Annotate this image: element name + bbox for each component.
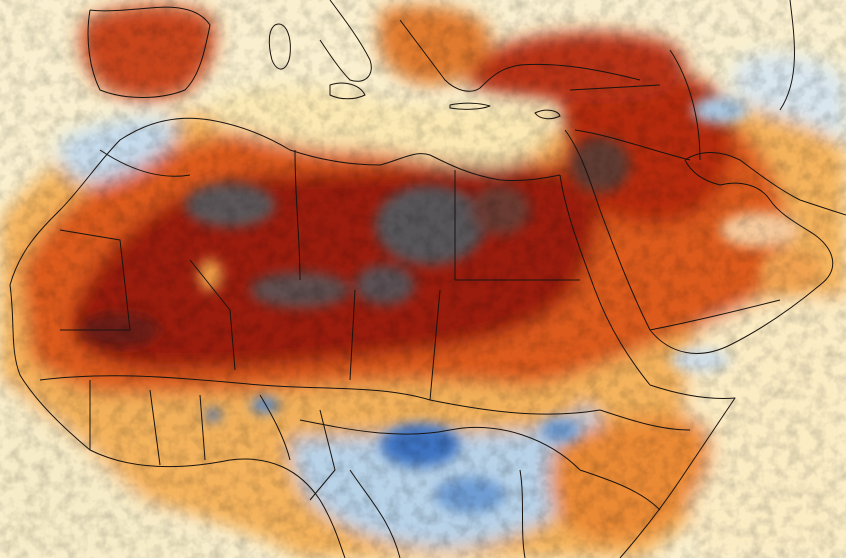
border-morocco <box>99 149 191 177</box>
border-iran-east <box>779 0 795 111</box>
border-west-africa-c <box>199 394 206 461</box>
coastline-crete <box>449 102 491 110</box>
borders <box>9 0 846 558</box>
border-algeria-libya <box>294 149 301 281</box>
coastline-italy <box>319 0 372 82</box>
border-saudi-yemen <box>649 299 781 331</box>
border-saudi-north <box>574 129 691 161</box>
border-ethiopia <box>599 409 691 431</box>
border-syria-turkey <box>569 84 661 91</box>
coastline-sicily <box>329 82 366 100</box>
coastline-persian-gulf <box>684 152 846 216</box>
border-drc-east <box>519 469 526 558</box>
border-sahel-south <box>39 375 601 415</box>
coastline-north-africa <box>9 117 561 286</box>
coastline-aegean <box>399 19 641 92</box>
border-mauritania <box>59 229 131 331</box>
border-congo <box>349 469 401 558</box>
border-iraq-iran <box>669 49 701 161</box>
border-mali-niger <box>189 259 236 371</box>
coastline-arabia <box>564 129 834 354</box>
coastline-cyprus <box>534 109 561 120</box>
border-nigeria <box>259 394 291 461</box>
border-chad-sudan <box>429 289 441 401</box>
border-central-africa <box>299 419 581 471</box>
border-niger-chad <box>349 289 356 381</box>
border-kenya <box>579 469 661 511</box>
border-cameroon <box>309 409 336 501</box>
coastline-west-africa <box>9 284 346 558</box>
coastline-horn <box>619 384 736 558</box>
coastline-iberia <box>87 6 211 98</box>
coastline-sardinia <box>268 23 291 70</box>
coastline-red-sea-west <box>559 174 651 386</box>
border-west-africa-b <box>149 389 161 466</box>
